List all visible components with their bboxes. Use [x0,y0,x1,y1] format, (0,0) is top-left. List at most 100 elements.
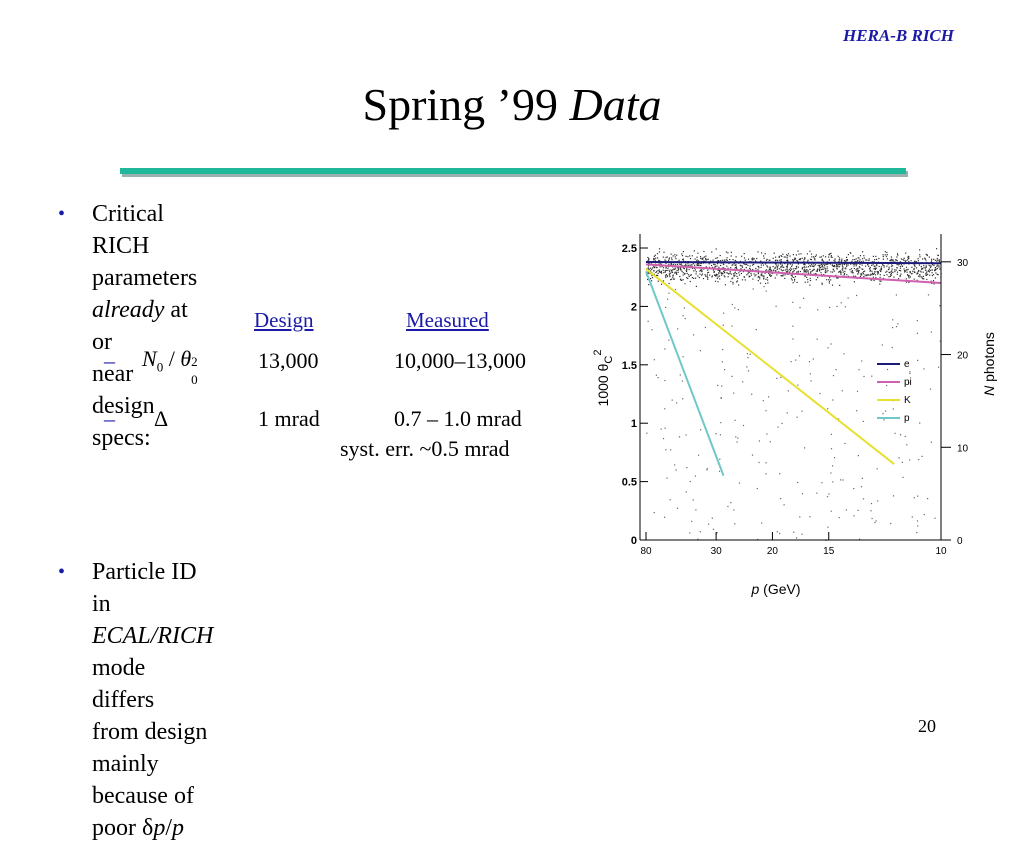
scatter-point [924,257,926,259]
scatter-point [838,257,841,259]
scatter-point [694,264,696,266]
legend-label-p: p [904,413,910,424]
scatter-point [874,271,876,273]
scatter-point [810,272,812,274]
scatter-point [727,272,729,275]
scatter-point [723,263,725,266]
scatter-point [833,259,835,261]
scatter-point [791,264,793,266]
scatter-point [830,256,832,258]
param-N-sub: 0 [156,359,164,375]
scatter-point [821,264,823,266]
scatter-point [766,276,768,279]
scatter-point [840,260,842,262]
scatter-point [915,261,918,263]
scatter-point [878,257,880,260]
scatter-point [894,432,896,434]
scatter-point [694,258,696,260]
scatter-point [693,250,695,252]
scatter-point [773,252,775,254]
scatter-point [876,265,878,267]
scatter-point [705,255,707,257]
y-left-tick-label: 2.5 [622,243,637,255]
scatter-point [734,271,736,273]
scatter-point [930,331,932,333]
scatter-point [890,272,892,274]
scatter-point [691,520,693,522]
scatter-point [760,264,762,266]
scatter-point [687,256,689,258]
scatter-point [770,269,772,271]
scatter-point [659,271,661,273]
scatter-point [830,252,832,254]
scatter-point [735,256,737,258]
scatter-point [934,277,936,279]
scatter-point [768,259,770,261]
scatter-point [819,270,821,272]
scatter-point [883,265,885,267]
scatter-point [682,267,684,269]
param-theta-sub: 0 [191,372,198,387]
scatter-point [781,270,783,272]
scatter-point [892,327,894,329]
scatter-point [874,259,876,261]
scatter-point [787,271,789,273]
scatter-point [776,531,778,533]
scatter-point [682,251,684,253]
scatter-point [823,266,825,268]
scatter-point [656,253,659,255]
scatter-point [771,272,773,275]
scatter-point [804,275,806,277]
scatter-point [779,259,781,261]
scatter-point [783,504,785,506]
scatter-point [911,516,913,518]
scatter-point [900,261,902,263]
scatter-point [693,277,695,279]
scatter-point [768,396,770,398]
scatter-point [681,264,683,266]
scatter-point [698,264,700,267]
scatter-point [722,263,724,265]
y-left-tick-label: 1 [631,418,637,430]
scatter-point [863,275,865,278]
scatter-point [862,272,864,274]
scatter-point [850,263,852,265]
scatter-point [656,267,658,269]
scatter-point [663,251,665,253]
scatter-point [828,282,830,284]
scatter-point [686,267,688,269]
scatter-point [789,267,792,269]
scatter-point [733,392,735,394]
scatter-point [927,270,929,272]
scatter-point [722,267,724,269]
scatter-point [886,270,888,272]
scatter-point [734,260,736,262]
scatter-point [916,332,918,334]
scatter-point [732,281,734,283]
scatter-point [674,272,676,274]
scatter-point [812,358,814,360]
scatter-point [837,277,839,279]
scatter-point [763,257,765,259]
scatter-point [686,270,688,272]
scatter-point [694,475,696,477]
scatter-point [746,353,748,355]
scatter-point [758,275,760,277]
scatter-point [932,264,934,266]
scatter-point [660,283,663,285]
scatter-point [719,278,721,280]
scatter-point [781,275,783,277]
scatter-point [681,380,684,382]
scatter-point [793,276,795,278]
scatter-point [722,273,724,275]
scatter-point [685,491,687,493]
scatter-point [720,272,722,274]
scatter-point [755,274,757,276]
scatter-point [828,279,830,281]
scatter-point [832,268,834,270]
scatter-point [691,267,694,270]
scatter-point [653,259,655,261]
scatter-point [844,260,846,262]
scatter-point [689,280,691,283]
scatter-point [703,250,705,253]
